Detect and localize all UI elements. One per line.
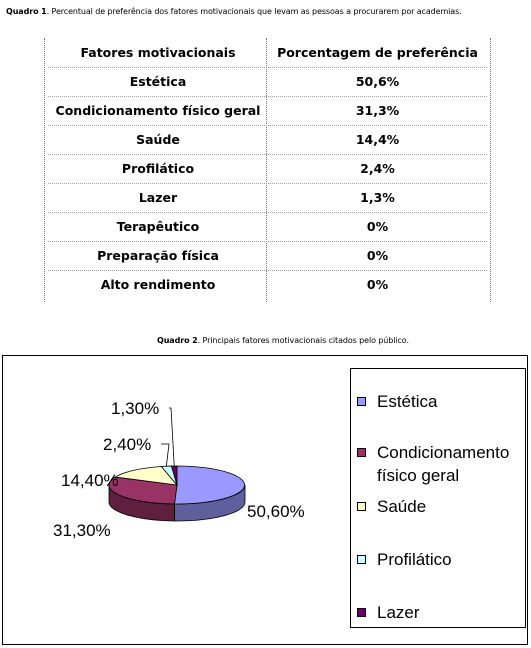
row-divider bbox=[48, 212, 487, 213]
table-cell-percentage: 14,4% bbox=[355, 132, 400, 147]
pie-slice bbox=[108, 476, 178, 505]
legend-label: Profilático bbox=[377, 550, 452, 569]
data-label: 2,40% bbox=[103, 435, 151, 454]
table-cell-factor: Profilático bbox=[121, 161, 195, 176]
table-header-percentage: Porcentagem de preferência bbox=[277, 45, 478, 60]
legend-label: Saúde bbox=[377, 497, 427, 516]
legend-swatch bbox=[357, 608, 366, 617]
table-cell-factor: Condicionamento físico geral bbox=[55, 103, 261, 118]
legend-swatch bbox=[357, 397, 366, 406]
data-label: 1,30% bbox=[111, 399, 159, 418]
data-label-leader bbox=[169, 407, 175, 467]
caption-text: . Percentual de preferência dos fatores … bbox=[46, 7, 462, 16]
row-divider bbox=[48, 270, 487, 271]
row-divider bbox=[48, 96, 487, 97]
pie-slice bbox=[173, 465, 245, 505]
table-cell-percentage: 1,3% bbox=[360, 190, 395, 205]
chart-caption: Quadro 2. Principais fatores motivaciona… bbox=[157, 336, 409, 346]
pie-chart: 50,60% 31,30% 14,40% 2,40% 1,30% Estética Co… bbox=[2, 355, 528, 645]
table-cell-factor: Saúde bbox=[136, 132, 180, 147]
data-label: 31,30% bbox=[53, 521, 111, 540]
data-label: 14,40% bbox=[61, 471, 119, 490]
data-label-leader bbox=[161, 443, 170, 467]
row-divider bbox=[48, 67, 487, 68]
caption-number: Quadro 2 bbox=[157, 336, 198, 345]
table-cell-factor: Terapêutico bbox=[116, 219, 200, 234]
table-cell-percentage: 0% bbox=[366, 219, 389, 234]
row-divider bbox=[48, 241, 487, 242]
legend-label: Condicionamento físico geral bbox=[377, 443, 510, 485]
data-label: 50,60% bbox=[247, 502, 305, 521]
row-divider bbox=[48, 183, 487, 184]
table-cell-factor: Alto rendimento bbox=[100, 277, 216, 292]
caption-number: Quadro 1 bbox=[6, 7, 47, 16]
legend-swatch bbox=[357, 448, 366, 457]
table-header-factor: Fatores motivacionais bbox=[80, 45, 236, 60]
legend-swatch bbox=[357, 502, 366, 511]
caption-text: . Principais fatores motivacionais citad… bbox=[197, 336, 409, 345]
pie-chart-svg: 50,60% 31,30% 14,40% 2,40% 1,30% bbox=[53, 399, 305, 540]
table-caption: Quadro 1. Percentual de preferência dos … bbox=[6, 7, 462, 17]
row-divider bbox=[48, 154, 487, 155]
chart-legend: Estética Condicionamento físico geral Saú… bbox=[350, 368, 526, 628]
legend-swatch bbox=[357, 555, 366, 564]
table-cell-factor: Lazer bbox=[138, 190, 178, 205]
table-column-divider bbox=[266, 38, 268, 302]
table-cell-factor: Preparação física bbox=[97, 248, 219, 263]
table-cell-percentage: 2,4% bbox=[360, 161, 395, 176]
pie-slice bbox=[114, 466, 178, 486]
table-cell-percentage: 31,3% bbox=[355, 103, 400, 118]
table-cell-percentage: 0% bbox=[366, 277, 389, 292]
preference-table: Fatores motivacionais Porcentagem de pre… bbox=[44, 38, 491, 302]
legend-label: Lazer bbox=[377, 603, 420, 622]
table-cell-factor: Estética bbox=[129, 74, 187, 89]
row-divider bbox=[48, 125, 487, 126]
table-border-left bbox=[44, 38, 46, 302]
table-border-right bbox=[490, 38, 492, 302]
legend-label: Estética bbox=[377, 392, 438, 411]
table-cell-percentage: 0% bbox=[366, 248, 389, 263]
table-cell-percentage: 50,6% bbox=[355, 74, 400, 89]
